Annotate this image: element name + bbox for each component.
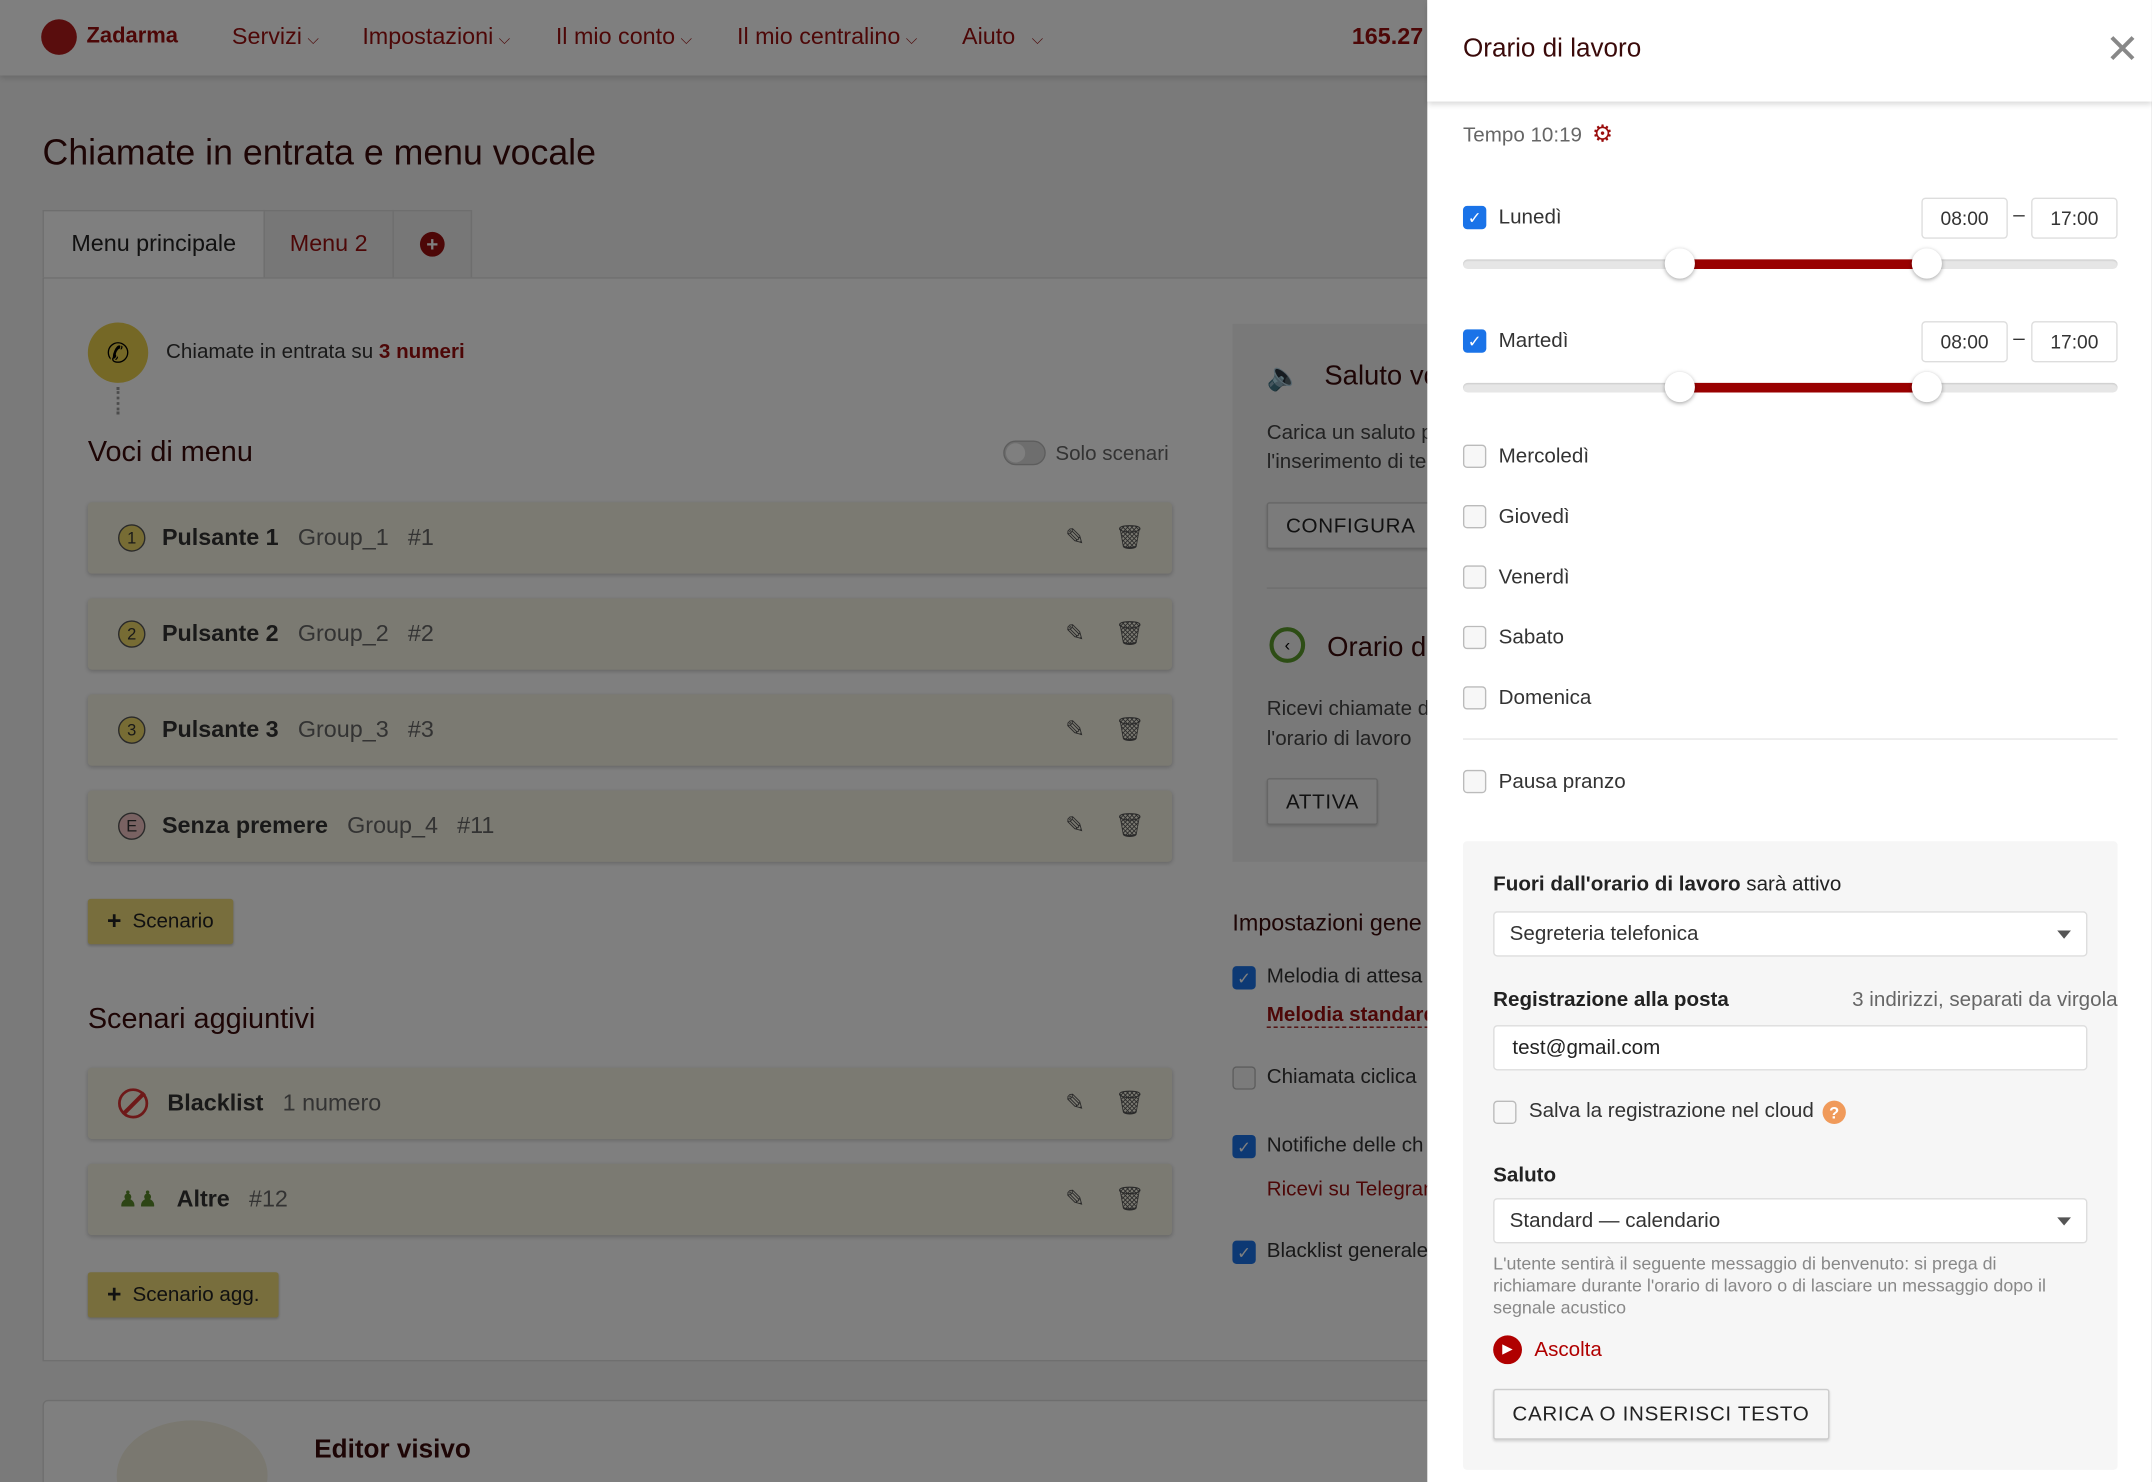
lunch-break-checkbox[interactable] — [1462, 769, 1487, 794]
help-icon[interactable]: ? — [1822, 1100, 1846, 1124]
day-checkbox[interactable] — [1462, 505, 1487, 529]
cloud-save-label: Salva la registrazione nel cloud — [1528, 1099, 1814, 1123]
slider-end-handle[interactable] — [1911, 248, 1942, 279]
time-label: Tempo 10:19 — [1462, 123, 1583, 147]
gear-icon[interactable]: ⚙ — [1591, 120, 1613, 147]
range-dash: – — [2013, 203, 2025, 227]
day-label: Sabato — [1498, 625, 1564, 650]
end-time-input[interactable]: 17:00 — [2031, 197, 2118, 239]
off-hours-label: Fuori dall'orario di lavoro sarà attivo — [1493, 872, 1842, 897]
panel-title: Orario di lavoro — [1462, 34, 1642, 64]
day-label: Martedì — [1498, 329, 1569, 353]
slider-end-handle[interactable] — [1911, 371, 1942, 403]
time-range-slider[interactable] — [1462, 371, 2118, 403]
start-time-input[interactable]: 08:00 — [1921, 197, 2008, 239]
day-checkbox[interactable] — [1462, 686, 1487, 710]
caret-down-icon — [2057, 1216, 2071, 1225]
day-checkbox[interactable] — [1462, 444, 1487, 468]
time-range-slider[interactable] — [1462, 248, 2118, 279]
email-field[interactable] — [1493, 1025, 2088, 1071]
close-icon[interactable]: ✕ — [2105, 27, 2140, 73]
off-hours-select[interactable]: Segreteria telefonica — [1493, 911, 2088, 957]
slider-start-handle[interactable] — [1664, 248, 1695, 279]
play-icon: ▶ — [1493, 1335, 1522, 1365]
greeting-label: Saluto — [1493, 1163, 1557, 1188]
slider-start-handle[interactable] — [1664, 371, 1695, 403]
start-time-input[interactable]: 08:00 — [1921, 321, 2008, 363]
end-time-input[interactable]: 17:00 — [2031, 321, 2118, 363]
day-checkbox[interactable] — [1462, 625, 1487, 650]
range-dash: – — [2013, 326, 2025, 350]
day-label: Domenica — [1498, 686, 1592, 710]
cloud-save-checkbox[interactable] — [1493, 1100, 1517, 1124]
panel-header — [1427, 0, 2152, 102]
day-label: Venerdì — [1498, 565, 1570, 589]
listen-button[interactable]: ▶ Ascolta — [1493, 1335, 1602, 1365]
lunch-break-label: Pausa pranzo — [1498, 769, 1626, 794]
day-label: Mercoledì — [1498, 444, 1590, 468]
mail-label: Registrazione alla posta — [1493, 988, 1729, 1012]
slider-fill — [1679, 382, 1927, 393]
day-checkbox[interactable] — [1462, 565, 1487, 589]
caret-down-icon — [2057, 929, 2071, 939]
day-label: Lunedì — [1498, 205, 1562, 230]
day-checkbox[interactable]: ✓ — [1462, 205, 1487, 230]
day-checkbox[interactable]: ✓ — [1462, 329, 1487, 353]
upload-text-button[interactable]: CARICA O INSERISCI TESTO — [1493, 1388, 1829, 1440]
greeting-description: L'utente sentirà il seguente messaggio d… — [1493, 1253, 2046, 1318]
slider-fill — [1679, 259, 1927, 269]
divider — [1462, 738, 2118, 740]
day-label: Giovedì — [1498, 505, 1570, 529]
mail-hint: 3 indirizzi, separati da virgola — [1852, 988, 2118, 1012]
greeting-select[interactable]: Standard — calendario — [1493, 1198, 2088, 1244]
